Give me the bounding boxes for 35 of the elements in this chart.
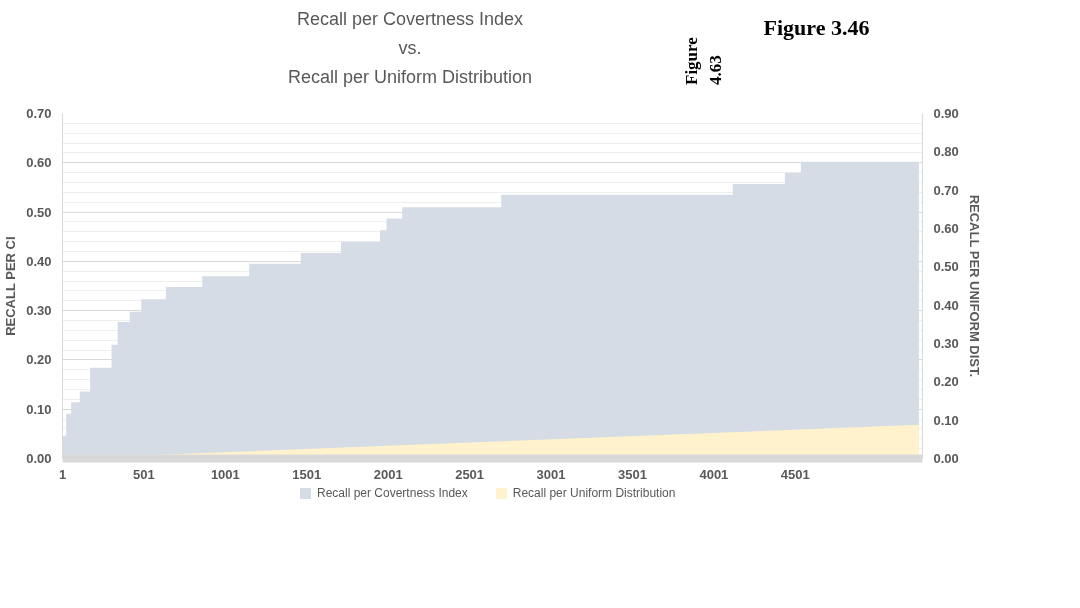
y-tick-label: 0.60 (26, 155, 52, 171)
y-tick-label: 0.00 (26, 451, 52, 466)
y2-tick-label: 0.40 (933, 297, 959, 313)
x-tick-label: 1501 (292, 466, 322, 482)
y-axis-title: RECALL PER CI (3, 236, 19, 336)
x-tick-label: 501 (133, 466, 155, 482)
caption: Figure 4.63 (681, 36, 727, 85)
y-tick-label: 0.30 (26, 303, 52, 319)
legend-label: Recall per Covertness Index (317, 486, 468, 501)
y2-axis-title: RECALL PER UNIFORM DIST. (966, 194, 982, 378)
y2-tick-label: 0.80 (933, 144, 959, 160)
x-tick-label: 4501 (780, 466, 810, 482)
y-tick-label: 0.50 (26, 204, 52, 220)
x-tick-label: 4001 (699, 466, 729, 482)
y2-tick-label: 0.90 (933, 106, 959, 121)
x-tick-label: 1001 (210, 466, 240, 482)
y2-tick-label: 0.20 (933, 374, 959, 390)
x-tick-label: 2501 (455, 466, 485, 482)
x-tick-label: 3501 (618, 466, 647, 482)
y-tick-label: 0.10 (26, 401, 52, 417)
x-tick-label: 3001 (536, 466, 566, 482)
y2-tick-label: 0.00 (933, 451, 959, 466)
y-tick-label: 0.20 (26, 352, 52, 368)
y-tick-label: 0.40 (26, 253, 52, 269)
chart-title: Recall per Covertness Index vs. Recall per Uniform Distribution (287, 8, 533, 89)
y2-tick-label: 0.10 (933, 412, 959, 428)
y2-tick-label: 0.30 (933, 336, 959, 351)
x-tick-label: 2001 (373, 466, 403, 482)
y-tick-label: 0.70 (26, 106, 52, 121)
caption: Figure 3.46 (763, 14, 870, 42)
y2-tick-label: 0.50 (933, 259, 959, 275)
legend-label: Recall per Uniform Distribution (512, 486, 676, 501)
y2-tick-label: 0.70 (933, 182, 959, 198)
x-tick-label: 1 (58, 466, 67, 482)
y2-tick-label: 0.60 (933, 221, 959, 236)
